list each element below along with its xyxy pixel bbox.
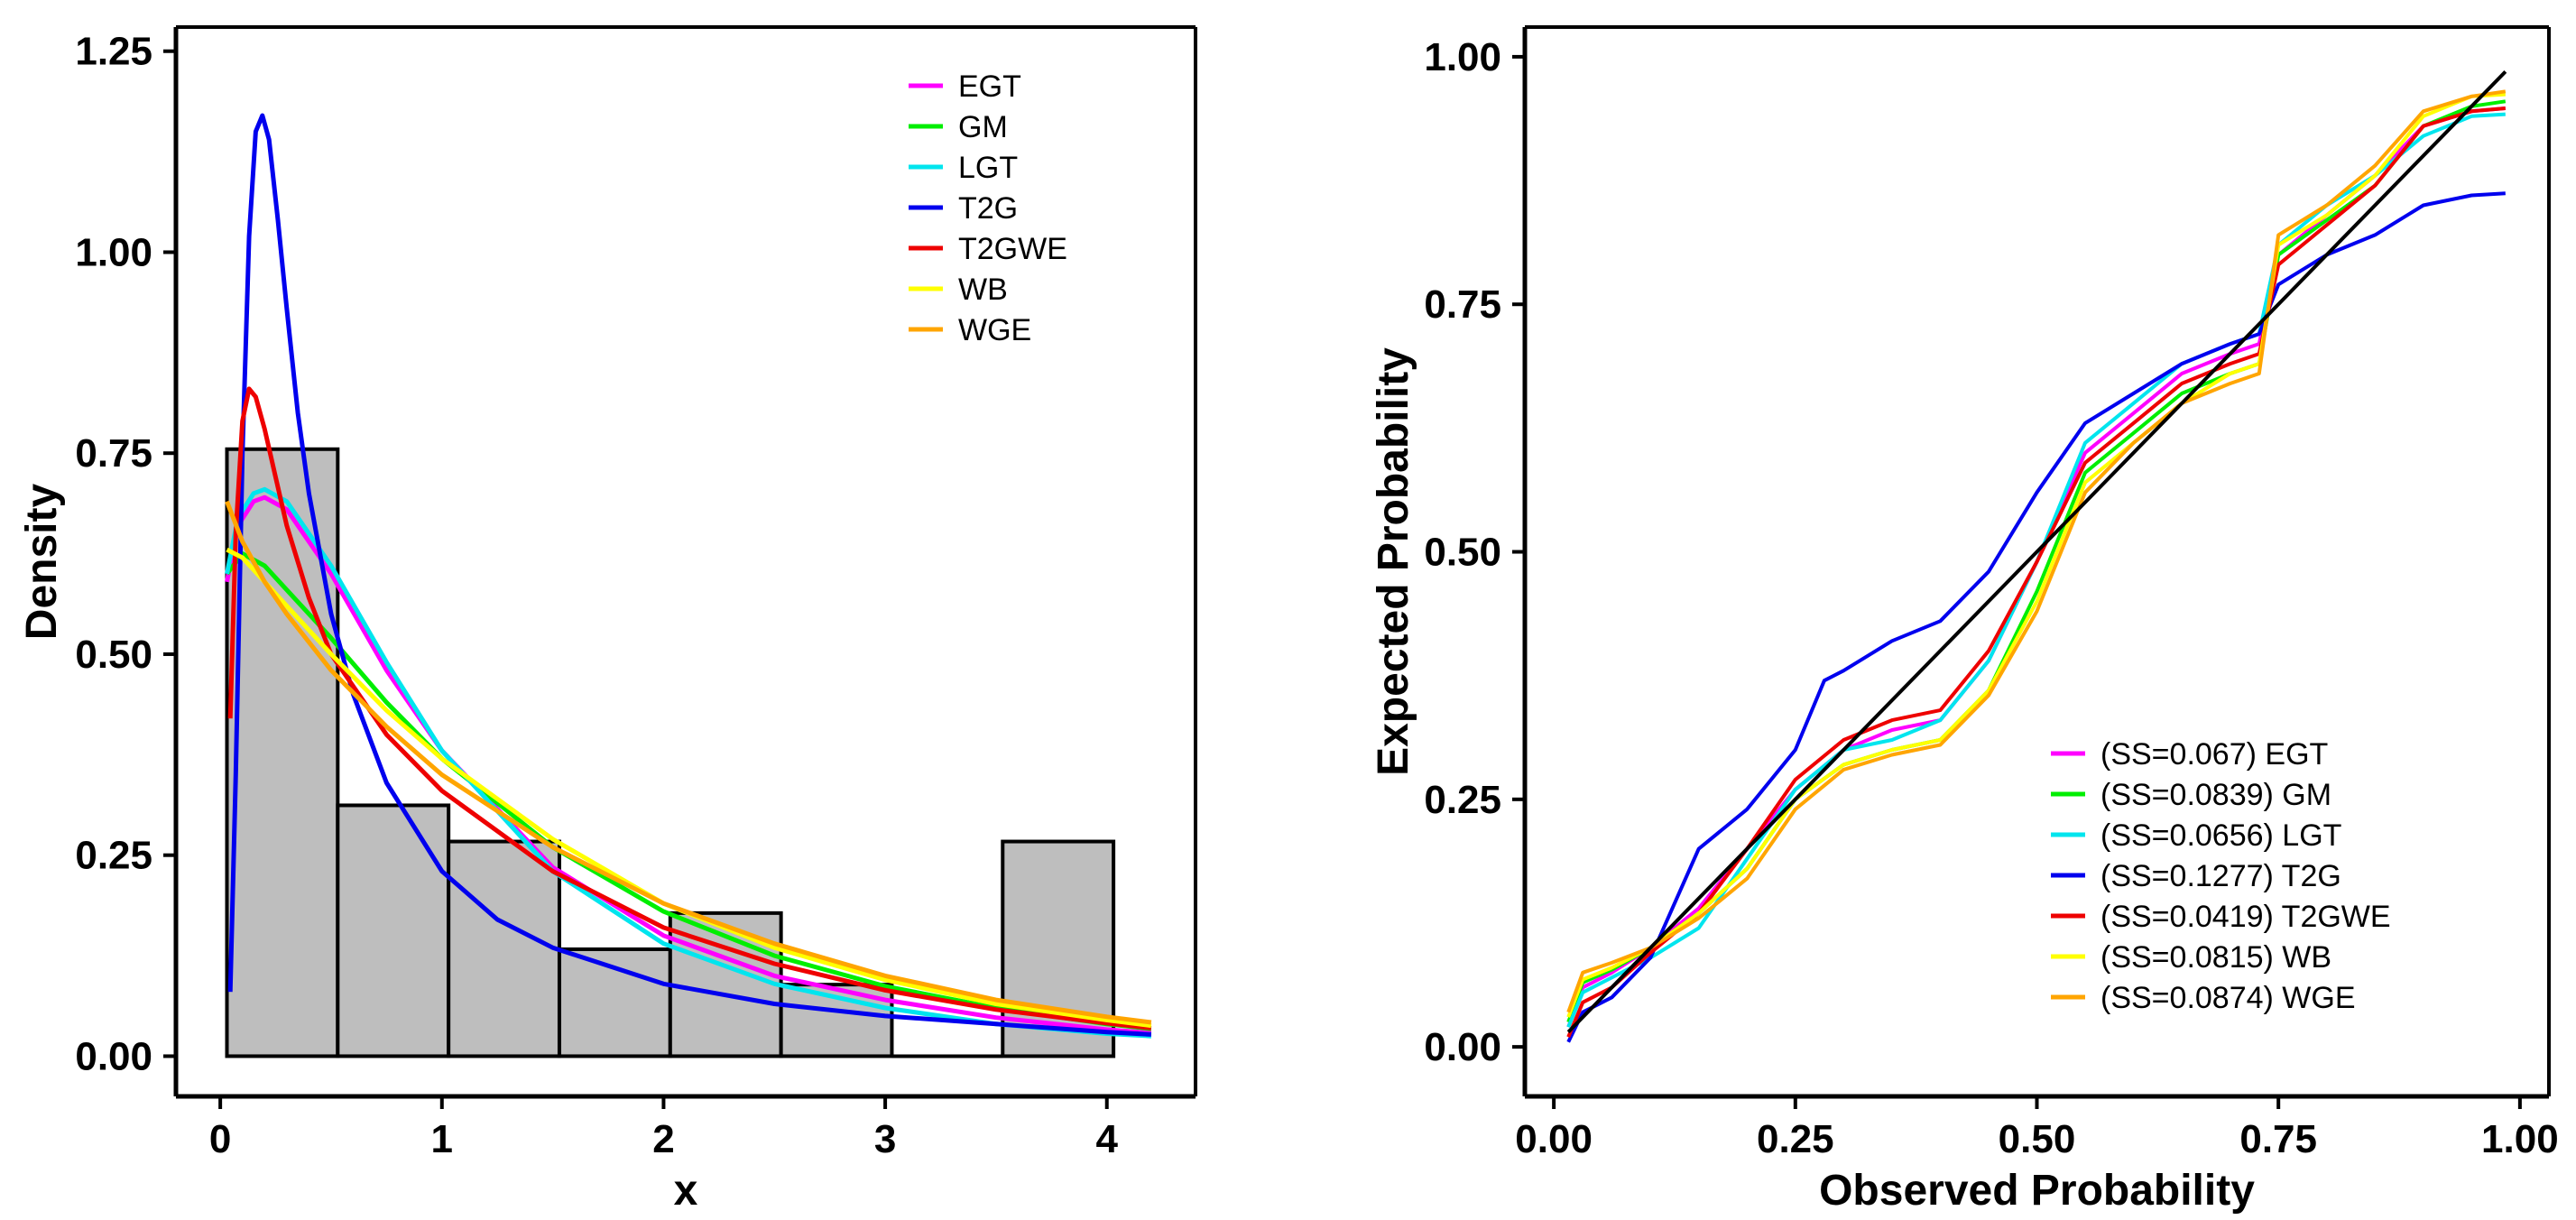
histogram-bar	[557, 947, 672, 1058]
series-line-t2g	[1566, 191, 2506, 1043]
legend-label-wge: WGE	[958, 313, 1031, 347]
density-histogram-panel: 0 1 2 3 4 0.00 0.25 0.50 0.75 1.00 1.25 x Density EGT…	[18, 25, 1197, 1215]
x-tick-label: 0.50	[1999, 1117, 2076, 1161]
y-tick-label: 1.00	[75, 230, 152, 274]
series-line-t2gwe	[1566, 106, 2506, 1038]
x-tick-label: 3	[874, 1117, 896, 1161]
y-tick-label: 0.00	[1424, 1025, 1501, 1069]
y-tick-label: 1.00	[1424, 35, 1501, 79]
series-line-t2g	[227, 113, 1152, 1037]
y-tick-label: 0.00	[75, 1034, 152, 1078]
x-axis-title: Observed Probability	[1819, 1167, 2255, 1215]
y-tick-label: 0.25	[75, 834, 152, 878]
legend-label-egt: EGT	[958, 69, 1021, 104]
legend-label-wb: (SS=0.0815) WB	[2101, 940, 2331, 975]
legend-label-t2g: T2G	[958, 191, 1018, 226]
x-tick-label: 1	[431, 1117, 453, 1161]
legend-label-lgt: LGT	[958, 151, 1018, 185]
y-tick-label: 0.50	[1424, 531, 1501, 575]
series-line-wb	[1566, 92, 2506, 1018]
legend-label-lgt: (SS=0.0656) LGT	[2101, 818, 2341, 853]
legend-label-gm: (SS=0.0839) GM	[2101, 778, 2331, 812]
y-tick-label: 0.50	[75, 633, 152, 677]
y-axis-title: Density	[18, 484, 66, 641]
x-tick-label: 2	[652, 1117, 674, 1161]
legend-label-wb: WB	[958, 273, 1008, 307]
reference-diagonal-line	[1566, 69, 2507, 1034]
legend-label-gm: GM	[958, 110, 1008, 144]
x-tick-label: 0	[209, 1117, 231, 1161]
histogram-bar	[447, 839, 561, 1058]
x-tick-label: 0.00	[1515, 1117, 1593, 1161]
legend-label-wge: (SS=0.0874) WGE	[2101, 981, 2356, 1015]
x-tick-label: 0.75	[2239, 1117, 2317, 1161]
y-tick-label: 0.75	[75, 431, 152, 476]
x-tick-label: 0.25	[1757, 1117, 1834, 1161]
y-tick-label: 0.25	[1424, 778, 1501, 822]
legend-label-t2g: (SS=0.1277) T2G	[2101, 859, 2341, 893]
x-tick-label: 1.00	[2481, 1117, 2559, 1161]
series-line-wge	[225, 500, 1152, 1025]
y-tick-label: 1.25	[75, 30, 152, 74]
legend-label-t2gwe: (SS=0.0419) T2GWE	[2101, 900, 2391, 934]
x-axis-title: x	[674, 1167, 698, 1215]
y-tick-label: 0.75	[1424, 282, 1501, 327]
y-axis-title: Expected Probability	[1370, 347, 1417, 776]
legend-label-t2gwe: T2GWE	[958, 232, 1067, 266]
x-tick-label: 4	[1095, 1117, 1118, 1161]
legend-label-egt: (SS=0.067) EGT	[2101, 737, 2328, 772]
histogram-bar	[336, 803, 451, 1058]
series-line-lgt	[225, 486, 1152, 1039]
series-line-wge	[1566, 89, 2507, 1013]
pp-plot-panel: 0.00 0.25 0.50 0.75 1.00 0.00 0.25 0.50 0.75 1.00…	[1370, 25, 2559, 1215]
